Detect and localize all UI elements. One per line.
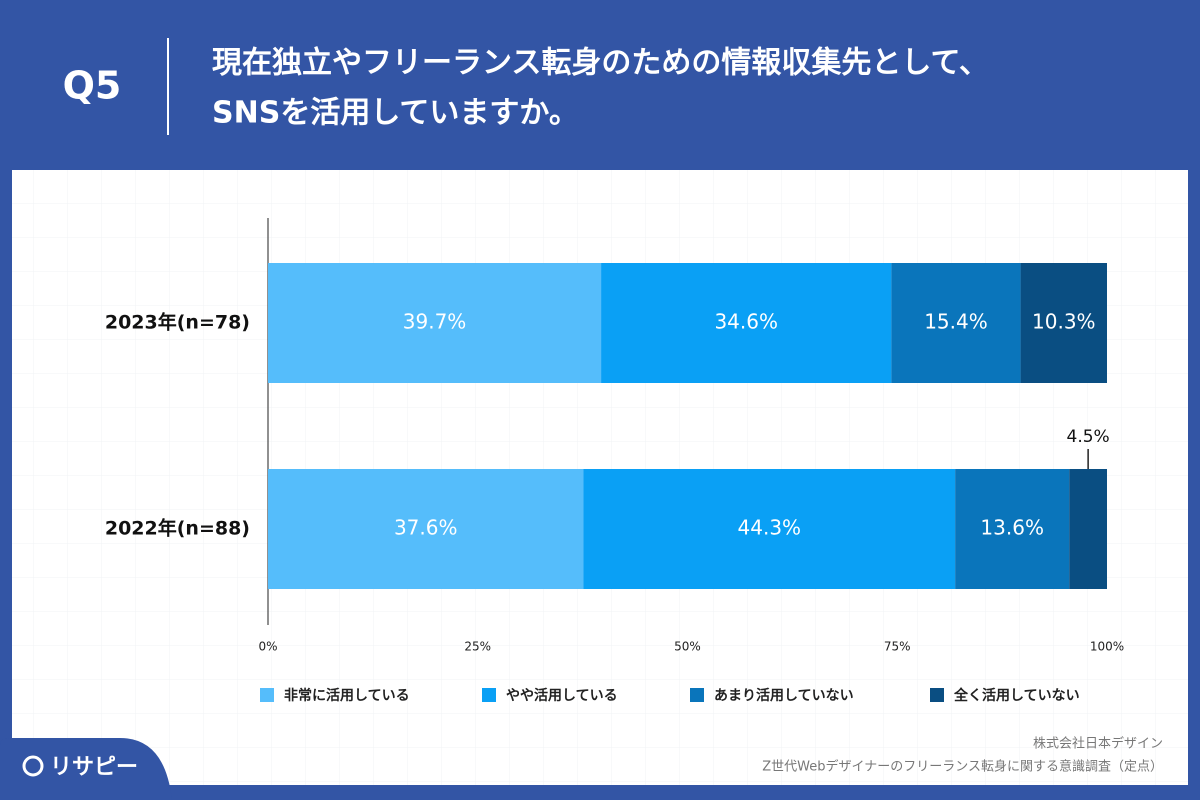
bar-segment [268,263,602,383]
bar-segment [1020,263,1107,383]
legend-label: あまり活用していない [714,687,854,704]
bar-segment [955,469,1070,589]
x-tick-label: 100% [1090,640,1124,654]
legend-swatch [930,688,944,702]
survey: Z世代Webデザイナーのフリーランス転身に関する意識調査（定点） [762,759,1163,775]
x-tick-label: 75% [884,640,911,654]
legend-label: やや活用している [506,687,618,704]
data-label: 15.4% [924,310,988,334]
bar-segment [268,469,584,589]
legend-swatch [482,688,496,702]
data-label: 4.5% [1067,427,1110,447]
title-line: SNSを活用していますか。 [212,96,579,131]
legend-swatch [260,688,274,702]
bar-segment [601,263,892,383]
legend-label: 非常に活用している [284,687,410,704]
y-tick-label: 2023年(n=78) [105,311,250,334]
data-label: 13.6% [980,516,1044,540]
question-number: Q5 [63,64,122,108]
bar-segment [583,469,956,589]
bar-segment [891,263,1021,383]
legend-label: 全く活用していない [953,687,1080,704]
x-tick-label: 25% [464,640,491,654]
logo: リサピー [50,755,138,780]
data-label: 39.7% [403,310,467,334]
data-label: 37.6% [394,516,458,540]
legend-swatch [690,688,704,702]
data-label: 34.6% [714,310,778,334]
bar-segment [1069,469,1107,589]
company: 株式会社日本デザイン [1033,736,1163,752]
x-tick-label: 50% [674,640,701,654]
x-tick-label: 0% [258,640,277,654]
y-tick-label: 2022年(n=88) [105,517,250,540]
logo-badge [0,738,172,800]
title-line: 現在独立やフリーランス転身のための情報収集先として、 [212,46,989,81]
logo-icon [22,755,44,777]
data-label: 10.3% [1032,310,1096,334]
data-label: 44.3% [738,516,802,540]
